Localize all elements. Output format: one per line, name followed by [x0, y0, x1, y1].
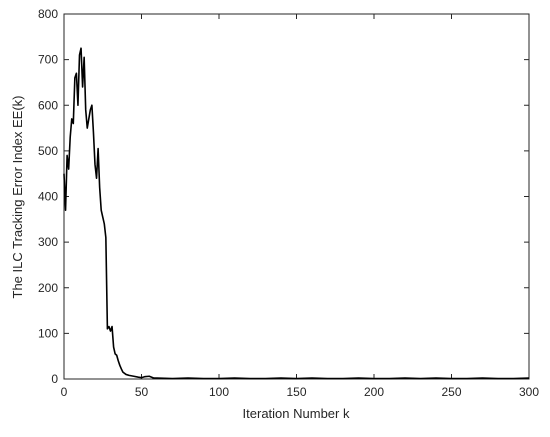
x-axis-label: Iteration Number k [243, 406, 350, 421]
x-tick-label: 0 [61, 385, 68, 399]
y-tick-label: 700 [38, 53, 58, 67]
y-tick-label: 800 [38, 7, 58, 21]
y-tick-label: 400 [38, 190, 58, 204]
x-tick-label: 150 [286, 385, 306, 399]
x-tick-label: 250 [441, 385, 461, 399]
x-tick-label: 200 [364, 385, 384, 399]
y-tick-label: 0 [51, 372, 58, 386]
y-tick-label: 200 [38, 281, 58, 295]
data-line [63, 47, 530, 380]
y-tick-label: 500 [38, 144, 58, 158]
x-tick-label: 100 [209, 385, 229, 399]
x-tick-label: 50 [135, 385, 149, 399]
y-tick-label: 600 [38, 98, 58, 112]
y-tick-label: 100 [38, 326, 58, 340]
y-axis-label: The ILC Tracking Error Index EE(k) [10, 95, 25, 298]
x-tick-label: 300 [519, 385, 539, 399]
y-tick-label: 300 [38, 235, 58, 249]
